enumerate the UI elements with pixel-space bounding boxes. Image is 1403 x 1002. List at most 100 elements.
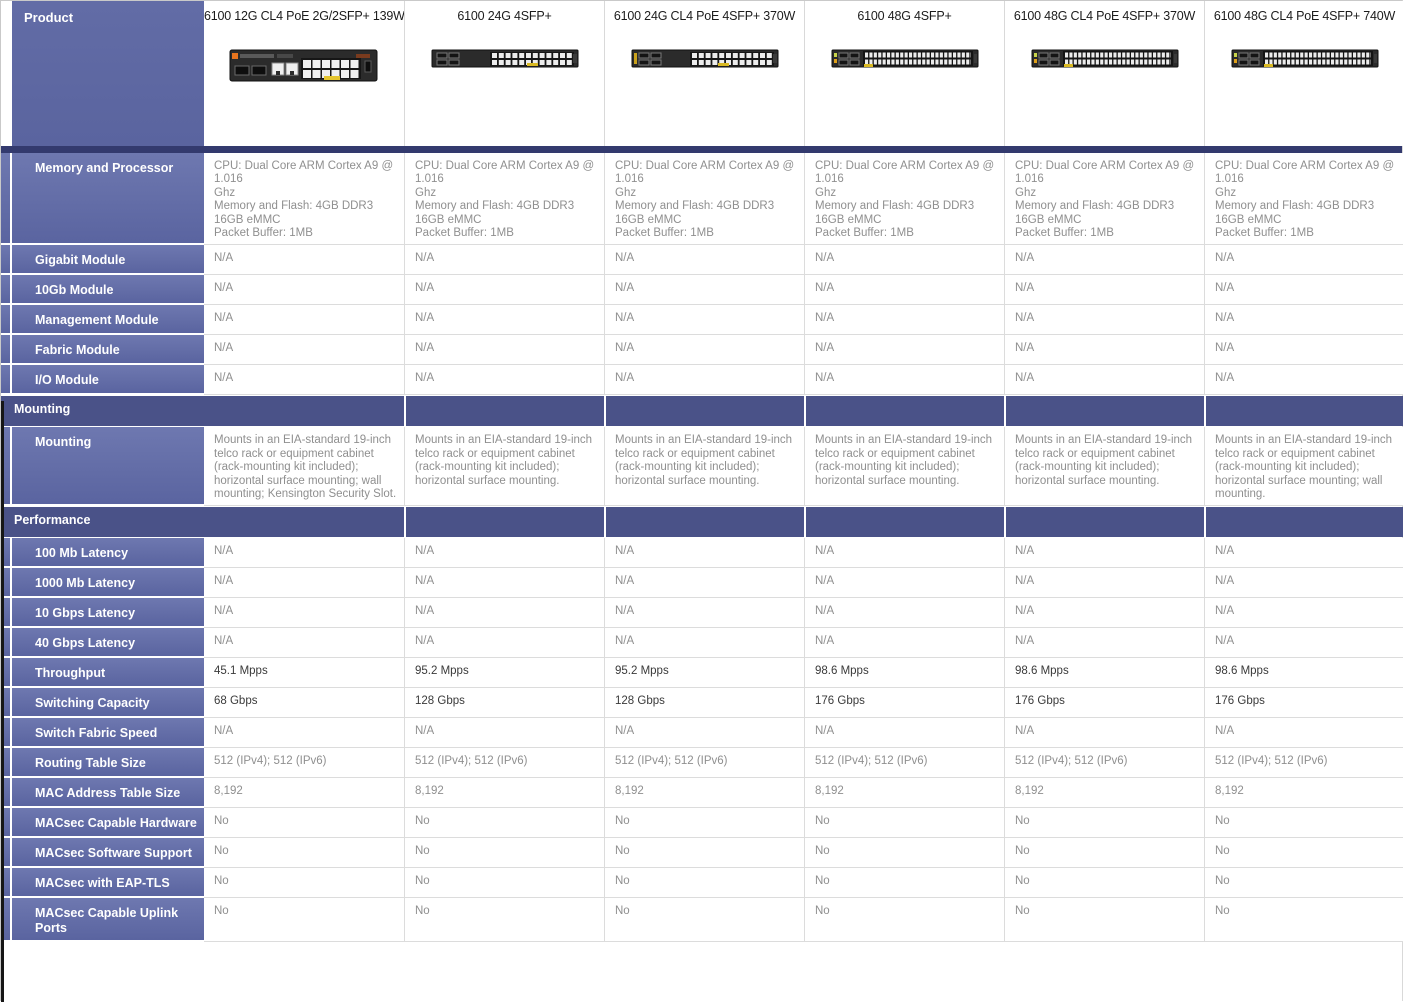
header-left-rail	[1, 1, 10, 146]
cell-value: N/A	[804, 365, 1004, 396]
cell-value: 176 Gbps	[804, 688, 1004, 719]
cell-value: No	[604, 868, 804, 899]
product-column-header: 6100 24G 4SFP+	[404, 1, 604, 146]
table-row: Gigabit Module N/A N/A N/A N/A N/A N/A	[1, 245, 1403, 276]
cell-value: No	[204, 898, 404, 943]
cell-value: N/A	[204, 245, 404, 276]
cell-value: 45.1 Mpps	[204, 658, 404, 689]
cell-value: No	[404, 898, 604, 943]
cell-value: N/A	[404, 538, 604, 569]
table-row: 100 Mb Latency N/A N/A N/A N/A N/A N/A	[1, 538, 1403, 569]
cell-value: N/A	[604, 628, 804, 659]
row-label: Mounting	[12, 396, 204, 427]
row-label: Throughput	[12, 658, 204, 689]
cell-value: N/A	[804, 305, 1004, 336]
row-label-text: Switching Capacity	[35, 696, 150, 711]
row-rail-gap	[10, 568, 12, 599]
cell-value: No	[1204, 898, 1403, 943]
cell-value	[804, 396, 1004, 427]
row-left-rail	[1, 568, 10, 599]
row-left-rail	[1, 808, 10, 839]
cell-value: N/A	[404, 245, 604, 276]
row-left-rail	[1, 868, 10, 899]
cell-value: N/A	[1204, 598, 1403, 629]
row-left-rail	[1, 838, 10, 869]
cell-value: 98.6 Mpps	[1204, 658, 1403, 689]
row-label-text: Management Module	[35, 313, 159, 328]
row-label: Mounting	[12, 427, 204, 507]
cell-value: No	[1004, 808, 1204, 839]
cell-value: N/A	[1004, 538, 1204, 569]
table-row: Mounting Mounts in an EIA-standard 19-in…	[1, 427, 1403, 507]
row-rail-gap	[10, 778, 12, 809]
product-column-header: 6100 24G CL4 PoE 4SFP+ 370W	[604, 1, 804, 146]
row-left-rail	[1, 365, 10, 396]
cell-value: N/A	[204, 628, 404, 659]
cell-value: 68 Gbps	[204, 688, 404, 719]
cell-value: 8,192	[1204, 778, 1403, 809]
row-rail-gap	[10, 688, 12, 719]
row-left-rail	[1, 538, 10, 569]
product-name: 6100 12G CL4 PoE 2G/2SFP+ 139W	[204, 9, 404, 23]
product-column-header: 6100 48G 4SFP+	[804, 1, 1004, 146]
cell-value: N/A	[204, 718, 404, 749]
row-rail-gap	[10, 335, 12, 366]
cell-value: N/A	[404, 598, 604, 629]
table-row: 1000 Mb Latency N/A N/A N/A N/A N/A N/A	[1, 568, 1403, 599]
row-left-rail	[1, 275, 10, 306]
row-rail-gap	[10, 245, 12, 276]
cell-value: N/A	[1204, 365, 1403, 396]
cell-value: Mounts in an EIA-standard 19-inch telco …	[204, 427, 404, 507]
switch-image	[830, 47, 980, 74]
cell-value	[1004, 507, 1204, 538]
cell-value	[404, 396, 604, 427]
cell-value: 512 (IPv4); 512 (IPv6)	[604, 748, 804, 779]
cell-value: N/A	[1004, 305, 1204, 336]
row-label-text: MACsec Capable Uplink Ports	[35, 906, 179, 936]
switch-image	[430, 47, 580, 74]
cell-value: N/A	[204, 598, 404, 629]
cell-value: 8,192	[404, 778, 604, 809]
cell-value: N/A	[804, 335, 1004, 366]
cell-value: N/A	[1204, 275, 1403, 306]
cell-value: 512 (IPv4); 512 (IPv6)	[804, 748, 1004, 779]
product-corner-label: Product	[12, 1, 204, 146]
row-left-rail	[1, 396, 10, 427]
row-left-rail	[1, 718, 10, 749]
row-rail-gap	[10, 153, 12, 246]
cell-value: 512 (IPv4); 512 (IPv6)	[1204, 748, 1403, 779]
cell-value: N/A	[804, 275, 1004, 306]
product-column-header: 6100 48G CL4 PoE 4SFP+ 740W	[1204, 1, 1403, 146]
row-left-rail	[1, 748, 10, 779]
row-rail-gap	[10, 628, 12, 659]
cell-value	[1004, 396, 1204, 427]
cell-value: N/A	[404, 335, 604, 366]
cell-value: N/A	[1004, 245, 1204, 276]
table-row: Fabric Module N/A N/A N/A N/A N/A N/A	[1, 335, 1403, 366]
table-row: Throughput 45.1 Mpps 95.2 Mpps 95.2 Mpps…	[1, 658, 1403, 689]
row-rail-gap	[10, 427, 12, 507]
cell-value: N/A	[804, 538, 1004, 569]
row-label-text: MAC Address Table Size	[35, 786, 181, 801]
cell-value: No	[604, 838, 804, 869]
table-row: MACsec with EAP-TLS No No No No No No	[1, 868, 1403, 899]
cell-value: No	[404, 868, 604, 899]
table-body: Memory and Processor CPU: Dual Core ARM …	[1, 153, 1403, 943]
row-rail-gap	[10, 396, 12, 427]
table-row: Management Module N/A N/A N/A N/A N/A N/…	[1, 305, 1403, 336]
cell-value: No	[804, 838, 1004, 869]
cell-value: N/A	[604, 598, 804, 629]
row-left-rail	[1, 153, 10, 246]
row-left-rail	[1, 628, 10, 659]
row-label-text: MACsec Software Support	[35, 846, 192, 861]
cell-value: No	[1004, 868, 1204, 899]
row-label: 10Gb Module	[12, 275, 204, 306]
cell-value: CPU: Dual Core ARM Cortex A9 @ 1.016 Ghz…	[604, 153, 804, 246]
row-rail-gap	[10, 365, 12, 396]
row-rail-gap	[10, 598, 12, 629]
cell-value: N/A	[404, 628, 604, 659]
row-label: 1000 Mb Latency	[12, 568, 204, 599]
row-rail-gap	[10, 868, 12, 899]
table-row: MACsec Software Support No No No No No N…	[1, 838, 1403, 869]
